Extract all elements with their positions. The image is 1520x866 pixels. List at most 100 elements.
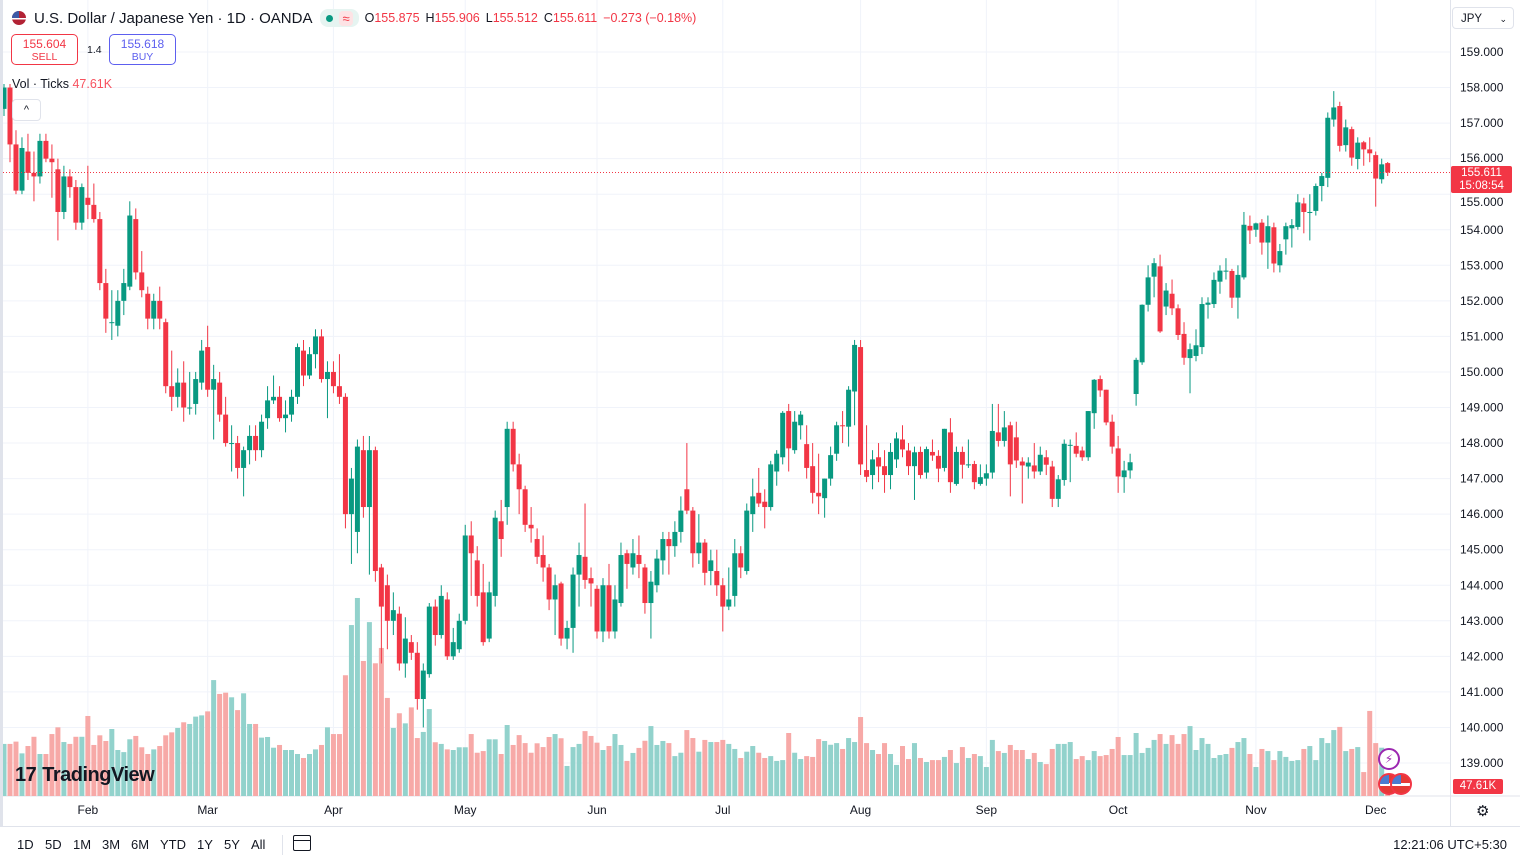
- candle-body: [929, 451, 935, 456]
- timeframe-1y[interactable]: 1Y: [197, 837, 213, 852]
- candle-body: [792, 421, 798, 451]
- timeframe-3m[interactable]: 3M: [102, 837, 121, 852]
- timeframe-5y[interactable]: 5Y: [224, 837, 240, 852]
- volume-bar: [947, 750, 953, 796]
- currency-selector[interactable]: JPY ⌄: [1452, 7, 1514, 29]
- symbol-title[interactable]: U.S. Dollar / Japanese Yen · 1D · OANDA: [34, 9, 313, 27]
- price-axis-tick: 139.000: [1460, 756, 1504, 770]
- candle-body: [618, 555, 624, 604]
- volume-bar: [474, 752, 480, 796]
- candle-body: [444, 599, 450, 657]
- volume-bar: [1307, 746, 1313, 796]
- close-label: C: [543, 11, 553, 25]
- volume-bar: [342, 675, 348, 796]
- volume-bar: [900, 746, 905, 796]
- candle-body: [312, 336, 318, 355]
- clock-timezone[interactable]: 12:21:06 UTC+5:30: [1393, 837, 1507, 852]
- candle-body: [786, 411, 792, 449]
- sell-button[interactable]: 155.604 SELL: [11, 34, 78, 65]
- volume-bar: [408, 707, 414, 796]
- volume-bar: [1289, 760, 1295, 796]
- timeframe-all[interactable]: All: [251, 837, 266, 852]
- price-axis-tick: 151.000: [1460, 329, 1504, 343]
- tradingview-logo[interactable]: 17 TradingView: [15, 764, 155, 787]
- symbol-legend[interactable]: U.S. Dollar / Japanese Yen · 1D · OANDA …: [12, 9, 696, 27]
- price-axis-tick: 159.000: [1460, 45, 1504, 59]
- volume-bar: [911, 743, 917, 796]
- candle-body: [1079, 450, 1085, 458]
- candle-body: [235, 443, 241, 468]
- chevron-up-icon: ^: [23, 104, 30, 116]
- volume-bar: [1181, 734, 1187, 796]
- volume-bar: [91, 744, 97, 796]
- price-axis-tick: 155.000: [1460, 195, 1504, 209]
- volume-legend[interactable]: Vol · Ticks 47.61K: [12, 77, 112, 91]
- volume-bar: [989, 739, 995, 796]
- volume-bar: [1325, 743, 1331, 796]
- candle-body: [780, 412, 786, 458]
- candle-body: [1139, 304, 1145, 363]
- volume-bar: [31, 736, 37, 796]
- volume-bar: [318, 744, 324, 796]
- calendar-goto-date-icon[interactable]: [293, 835, 311, 851]
- timeframe-ytd[interactable]: YTD: [160, 837, 186, 852]
- candle-body: [7, 87, 13, 145]
- candle-body: [798, 414, 804, 426]
- volume-bar: [738, 757, 744, 796]
- candle-body: [1049, 466, 1055, 499]
- candle-body: [31, 172, 37, 177]
- volume-bar: [630, 752, 636, 796]
- candle-body: [696, 542, 702, 554]
- volume-bar: [1253, 767, 1259, 796]
- volume-bar: [1241, 738, 1247, 796]
- timeframe-1d[interactable]: 1D: [17, 837, 34, 852]
- candle-body: [43, 140, 49, 159]
- wave-icon: ≈: [339, 10, 353, 26]
- timeframe-6m[interactable]: 6M: [131, 837, 150, 852]
- candle-body: [552, 585, 558, 600]
- collapse-legend-button[interactable]: ^: [12, 99, 41, 121]
- candle-body: [882, 466, 888, 476]
- candle-body: [1163, 290, 1169, 307]
- candle-body: [372, 450, 378, 572]
- lightning-icon[interactable]: ⚡: [1378, 748, 1400, 770]
- candle-body: [121, 283, 127, 301]
- candle-body: [750, 496, 756, 515]
- candle-body: [1181, 333, 1187, 358]
- candle-body: [67, 176, 73, 188]
- open-value: 155.875: [374, 11, 420, 25]
- volume-bar: [1199, 738, 1205, 796]
- volume-bar: [259, 737, 265, 796]
- price-axis-tick: 156.000: [1460, 151, 1504, 165]
- volume-bar: [480, 751, 486, 796]
- volume-bar: [1079, 756, 1085, 796]
- candle-body: [1091, 379, 1097, 414]
- volume-bar: [1019, 750, 1025, 796]
- candle-body: [1013, 437, 1019, 461]
- candle-body: [1229, 270, 1235, 298]
- candle-body: [690, 510, 696, 554]
- candle-body: [1259, 222, 1265, 243]
- candle-body: [905, 450, 911, 467]
- volume-bar: [492, 739, 498, 796]
- volume-bar: [1301, 748, 1307, 796]
- us-event-flag-icon-2[interactable]: [1390, 773, 1412, 795]
- volume-bar: [163, 735, 169, 796]
- market-status[interactable]: ≈: [320, 9, 359, 27]
- volume-bar: [330, 734, 336, 796]
- price-chart[interactable]: 159.000 158.000 157.000 156.000 155.000 154.0…: [0, 0, 1520, 826]
- volume-bar: [666, 743, 672, 796]
- volume-legend-label: Vol · Ticks: [12, 77, 69, 91]
- volume-bar: [295, 754, 301, 796]
- axis-settings-icon[interactable]: ⚙: [1476, 803, 1490, 820]
- timeframe-5d[interactable]: 5D: [45, 837, 62, 852]
- timeframe-1m[interactable]: 1M: [73, 837, 92, 852]
- candle-body: [720, 585, 726, 607]
- change-value: −0.273 (−0.18%): [603, 11, 697, 25]
- candle-body: [738, 553, 744, 568]
- volume-bar: [965, 757, 971, 796]
- candle-body: [846, 389, 852, 427]
- candle-body: [864, 470, 870, 477]
- buy-button[interactable]: 155.618 BUY: [109, 34, 176, 65]
- candle-body: [1211, 279, 1217, 305]
